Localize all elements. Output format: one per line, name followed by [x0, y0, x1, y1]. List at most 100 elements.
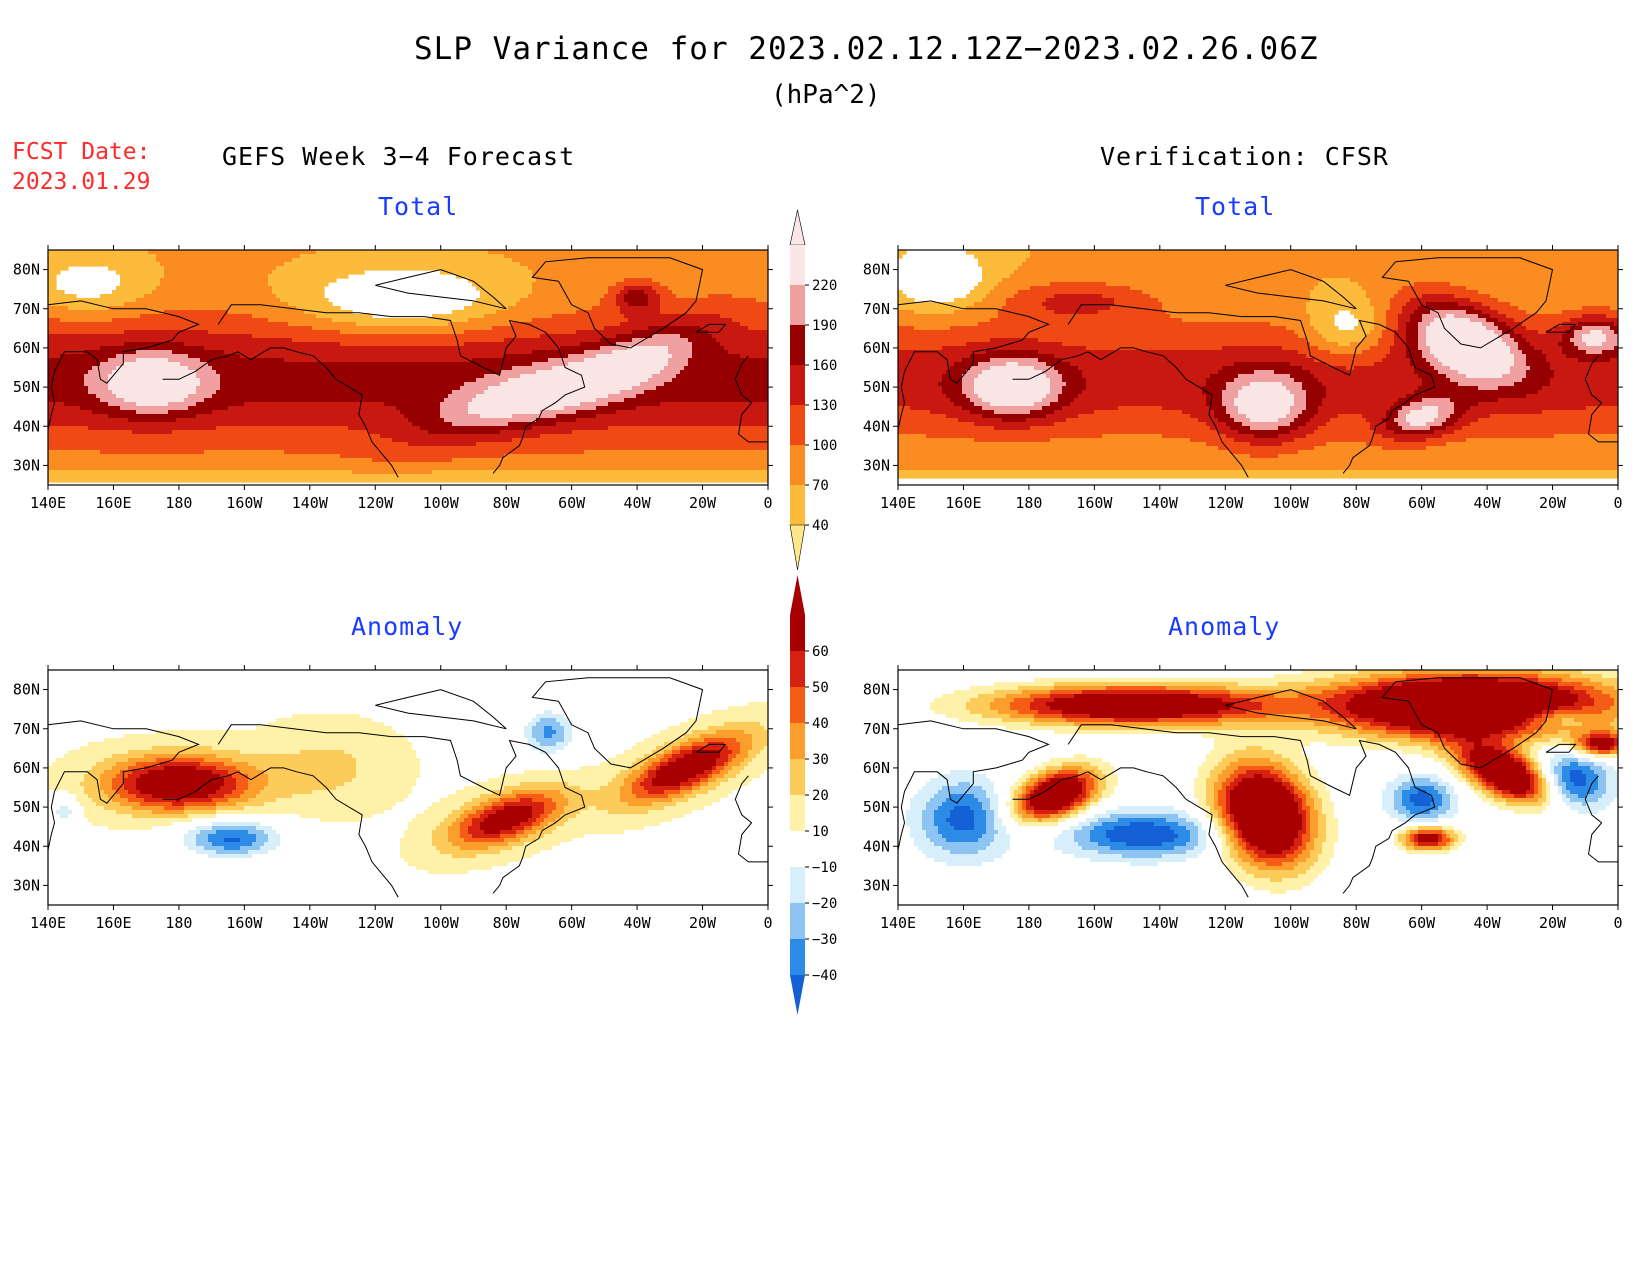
heatmap-cell [352, 350, 357, 355]
heatmap-cell [304, 298, 309, 303]
heatmap-cell [500, 326, 505, 331]
heatmap-cell [72, 334, 77, 339]
heatmap-cell [104, 254, 109, 259]
heatmap-cell [680, 290, 685, 295]
heatmap-cell [500, 346, 505, 351]
heatmap-cell [128, 322, 133, 327]
heatmap-cell [684, 350, 689, 355]
heatmap-cell [128, 350, 133, 355]
heatmap-cell [256, 258, 261, 263]
heatmap-cell [220, 314, 225, 319]
heatmap-cell [56, 334, 61, 339]
heatmap-cell [716, 346, 721, 351]
heatmap-cell [652, 290, 657, 295]
heatmap-cell [520, 318, 525, 323]
heatmap-cell [728, 318, 733, 323]
heatmap-cell [224, 286, 229, 291]
heatmap-cell [224, 294, 229, 299]
heatmap-cell [284, 290, 289, 295]
heatmap-cell [388, 354, 393, 359]
heatmap-cell [72, 298, 77, 303]
heatmap-cell [652, 350, 657, 355]
heatmap-cell [652, 314, 657, 319]
heatmap-cell [456, 258, 461, 263]
heatmap-cell [652, 258, 657, 263]
heatmap-cell [252, 282, 257, 287]
heatmap-cell [636, 302, 641, 307]
heatmap-cell [600, 274, 605, 279]
heatmap-cell [500, 274, 505, 279]
heatmap-cell [608, 366, 613, 371]
heatmap-cell [132, 326, 137, 331]
heatmap-cell [52, 362, 57, 367]
heatmap-cell [692, 266, 697, 271]
heatmap-cell [712, 298, 717, 303]
heatmap-cell [720, 318, 725, 323]
heatmap-cell [360, 342, 365, 347]
heatmap-cell [640, 346, 645, 351]
heatmap-cell [396, 334, 401, 339]
heatmap-cell [164, 366, 169, 371]
heatmap-cell [760, 306, 765, 311]
heatmap-cell [372, 366, 377, 371]
heatmap-cell [496, 314, 501, 319]
heatmap-cell [364, 362, 369, 367]
heatmap-cell [652, 330, 657, 335]
heatmap-cell [168, 254, 173, 259]
heatmap-cell [288, 342, 293, 347]
heatmap-cell [160, 326, 165, 331]
heatmap-cell [616, 358, 621, 363]
heatmap-cell [436, 346, 441, 351]
heatmap-cell [672, 290, 677, 295]
heatmap-cell [264, 322, 269, 327]
heatmap-cell [244, 370, 249, 375]
heatmap-cell [120, 286, 125, 291]
heatmap-cell [172, 302, 177, 307]
heatmap-cell [756, 318, 761, 323]
heatmap-cell [244, 330, 249, 335]
heatmap-cell [452, 358, 457, 363]
heatmap-cell [548, 342, 553, 347]
heatmap-cell [724, 254, 729, 259]
heatmap-cell [764, 274, 768, 279]
heatmap-cell [228, 358, 233, 363]
heatmap-cell [56, 262, 61, 267]
heatmap-cell [108, 254, 113, 259]
heatmap-cell [304, 270, 309, 275]
heatmap-cell [204, 258, 209, 263]
heatmap-cell [184, 342, 189, 347]
heatmap-cell [416, 254, 421, 259]
heatmap-cell [444, 362, 449, 367]
heatmap-cell [224, 274, 229, 279]
heatmap-cell [516, 366, 521, 371]
heatmap-cell [764, 314, 768, 319]
heatmap-cell [124, 258, 129, 263]
heatmap-cell [88, 370, 93, 375]
heatmap-cell [732, 274, 737, 279]
heatmap-cell [340, 258, 345, 263]
heatmap-cell [136, 370, 141, 375]
heatmap-cell [220, 338, 225, 343]
heatmap-cell [164, 302, 169, 307]
heatmap-cell [532, 290, 537, 295]
heatmap-cell [764, 358, 768, 363]
heatmap-cell [624, 310, 629, 315]
heatmap-cell [256, 294, 261, 299]
heatmap-cell [160, 278, 165, 283]
heatmap-cell [484, 294, 489, 299]
heatmap-cell [732, 350, 737, 355]
heatmap-cell [124, 346, 129, 351]
heatmap-cell [444, 338, 449, 343]
heatmap-cell [656, 302, 661, 307]
heatmap-cell [660, 342, 665, 347]
heatmap-cell [444, 258, 449, 263]
heatmap-cell [676, 358, 681, 363]
heatmap-cell [432, 342, 437, 347]
heatmap-cell [628, 294, 633, 299]
heatmap-cell [596, 326, 601, 331]
heatmap-cell [120, 354, 125, 359]
heatmap-cell [376, 262, 381, 267]
heatmap-cell [300, 306, 305, 311]
heatmap-cell [664, 310, 669, 315]
heatmap-cell [132, 346, 137, 351]
